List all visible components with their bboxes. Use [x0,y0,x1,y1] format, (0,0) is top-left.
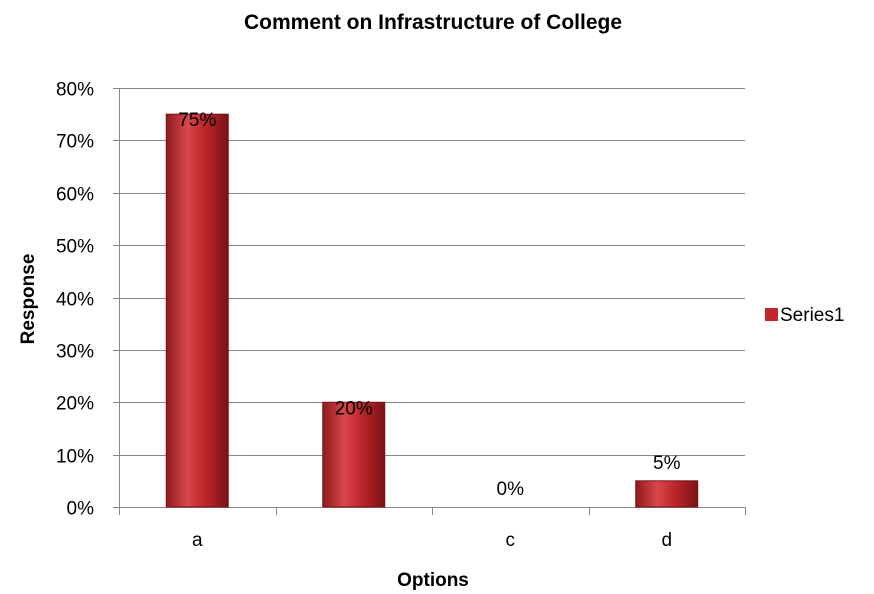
x-tick-label: a [192,530,203,551]
y-tick-label: 70% [56,132,94,153]
bar [635,480,699,508]
y-tick-label: 10% [56,447,94,468]
y-tick-label: 30% [56,342,94,363]
y-tick-label: 0% [67,499,95,520]
chart-title: Comment on Infrastructure of College [244,11,622,34]
bars [165,113,699,508]
legend-label: Series1 [780,305,844,326]
data-label: 75% [178,110,216,131]
legend-swatch [765,308,778,321]
x-tick-label: c [506,530,516,551]
y-tick-label: 80% [56,80,94,101]
legend: Series1 [765,305,844,326]
bar [322,401,386,508]
bar [165,113,229,508]
y-tick-label: 20% [56,394,94,415]
y-tick-label: 60% [56,185,94,206]
x-tick-label: d [661,530,672,551]
x-axis-title: Options [397,570,469,591]
data-label: 20% [335,398,373,419]
data-label: 5% [653,453,681,474]
data-label: 0% [497,479,525,500]
y-tick-label: 50% [56,237,94,258]
axes: 0% 10% 20% 30% 40% 50% 60% 70% 80% a c d [56,80,746,551]
y-tick-label: 40% [56,290,94,311]
data-labels: 75% 20% 0% 5% [178,110,680,500]
y-axis-title: Response [18,254,39,345]
